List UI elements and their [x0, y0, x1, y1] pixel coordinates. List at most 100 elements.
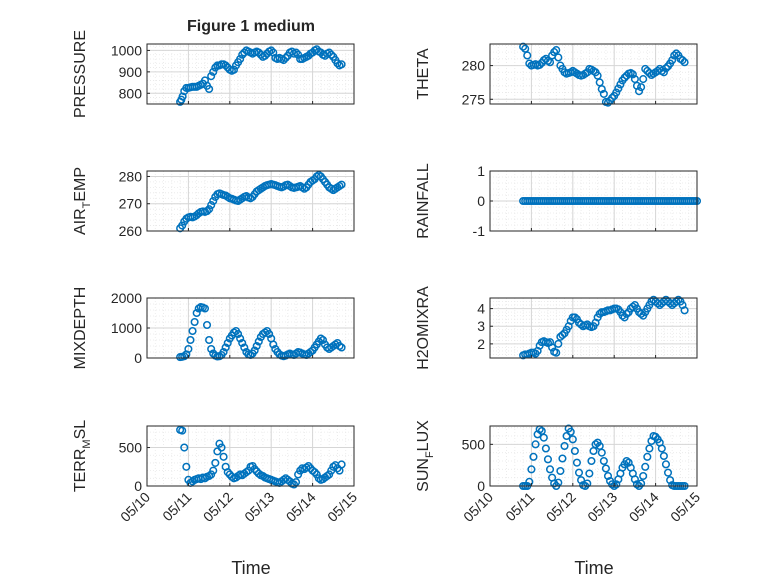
data-point [583, 479, 592, 488]
data-point [556, 466, 565, 476]
data-point [527, 465, 536, 474]
y-axis-label: TERRMSL [72, 420, 93, 492]
data-point [574, 468, 584, 477]
data-point [209, 466, 218, 475]
data-point [318, 335, 328, 345]
data-point [178, 426, 187, 435]
data-point [585, 469, 594, 478]
data-point [337, 460, 346, 469]
data-point [221, 343, 230, 352]
data-point [178, 92, 187, 101]
data-point [207, 201, 216, 210]
data-point [570, 446, 579, 456]
data-point [192, 308, 201, 318]
data-point [219, 347, 228, 357]
data-point [240, 343, 249, 352]
data-point [209, 196, 218, 206]
data-point [223, 338, 232, 348]
data-point [599, 456, 608, 466]
data-point [668, 56, 677, 65]
y-tick-label: 0 [134, 478, 142, 494]
data-point [666, 476, 675, 485]
y-tick-label: 260 [119, 223, 143, 239]
y-tick-label: 275 [462, 91, 486, 107]
y-axis-label: AIRTEMP [72, 167, 93, 235]
data-point [620, 73, 629, 82]
data-point [217, 443, 226, 452]
data-point [558, 331, 567, 340]
data-point [599, 89, 608, 98]
data-point [250, 346, 259, 355]
x-axis-label-right: Time [574, 558, 613, 578]
y-tick-label: 3 [477, 318, 485, 334]
data-point [291, 478, 301, 487]
data-point [659, 451, 668, 461]
data-point [337, 343, 346, 352]
y-axis-label: H2OMIXRA [415, 286, 432, 370]
data-point [265, 329, 274, 339]
data-series [519, 196, 702, 206]
data-point [539, 433, 548, 442]
data-point [554, 53, 563, 62]
data-point [678, 56, 687, 65]
data-point [570, 313, 579, 322]
y-tick-label: 1000 [111, 320, 142, 336]
data-point [618, 311, 627, 320]
data-point [202, 207, 212, 216]
data-point [190, 317, 199, 327]
data-point [180, 352, 189, 361]
y-tick-label: 900 [119, 64, 143, 80]
subplot-mixdepth: 0 1000 2000 MIXDEPTH [72, 287, 355, 369]
y-tick-label: 500 [119, 440, 143, 456]
data-point [566, 427, 575, 436]
axes-box [489, 425, 698, 487]
data-point [529, 452, 538, 461]
y-tick-label: 1000 [111, 42, 142, 58]
data-point [219, 452, 228, 461]
data-point [223, 468, 232, 477]
data-point [200, 304, 210, 313]
data-point [622, 456, 631, 466]
data-point [637, 309, 646, 318]
data-point [603, 98, 613, 107]
data-point [597, 85, 606, 94]
y-axis-label-subscript: F [424, 451, 436, 458]
data-point [591, 440, 600, 449]
y-axis-label: SUNFLUX [415, 420, 436, 492]
data-point [207, 344, 216, 354]
data-point [639, 75, 648, 84]
data-point [327, 50, 336, 59]
data-point [182, 462, 191, 471]
data-point [597, 448, 606, 457]
figure-title: Figure 1 medium [187, 18, 315, 35]
axes-box [489, 43, 698, 105]
y-axis-label-part: SUN [415, 458, 432, 492]
data-point [637, 479, 646, 488]
data-point [572, 458, 581, 467]
subplot-theta: 275 280 THETA [415, 42, 698, 107]
y-tick-label: 2 [477, 336, 485, 352]
data-point [234, 329, 243, 339]
y-tick-label: 2000 [111, 290, 142, 306]
data-point [325, 48, 334, 57]
y-axis-label: THETA [415, 48, 432, 100]
data-point [628, 302, 637, 311]
data-series [519, 42, 689, 107]
data-point [659, 68, 668, 77]
data-point [558, 454, 567, 463]
data-point [672, 49, 681, 58]
data-point [568, 435, 577, 444]
data-point [178, 221, 187, 230]
data-point [254, 337, 263, 346]
data-point [645, 444, 654, 453]
data-point [310, 468, 319, 477]
data-point [663, 468, 673, 477]
y-axis-label: PRESSURE [72, 30, 89, 118]
data-point [184, 344, 193, 354]
data-point [661, 460, 671, 469]
data-point [630, 475, 639, 484]
y-axis-label-subscript: T [81, 201, 93, 208]
data-point [554, 339, 563, 348]
data-point [236, 334, 245, 343]
